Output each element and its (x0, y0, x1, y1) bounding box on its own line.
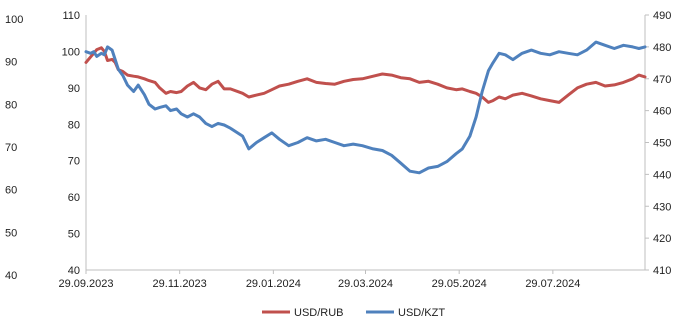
tick-labels: 110 100 90 80 70 60 50 40 100 90 80 70 60 50 40 490 480 4… (5, 10, 671, 290)
left-outer-tick-label: 90 (5, 57, 17, 69)
right-tick-label: 490 (653, 10, 671, 22)
right-tick-label: 480 (653, 42, 671, 54)
right-tick-label: 420 (653, 233, 671, 245)
left-outer-tick-label: 70 (5, 142, 17, 154)
left-outer-tick-label: 50 (5, 227, 17, 239)
right-tick-label: 450 (653, 138, 671, 150)
right-tick-label: 430 (653, 201, 671, 213)
x-tick-label: 29.11.2023 (153, 278, 207, 290)
series-line-usd-rub (84, 46, 647, 104)
right-tick-label: 440 (653, 169, 671, 181)
left-inner-tick-label: 60 (68, 192, 80, 204)
legend-label: USD/RUB (294, 307, 344, 319)
legend-label: USD/KZT (398, 307, 445, 319)
x-tick-label: 29.01.2024 (246, 278, 301, 290)
left-inner-tick-label: 90 (68, 83, 80, 95)
left-inner-tick-label: 70 (68, 156, 80, 168)
right-tick-label: 460 (653, 106, 671, 118)
legend: USD/RUB USD/KZT (262, 307, 445, 319)
left-outer-tick-label: 80 (5, 99, 17, 111)
left-inner-tick-label: 80 (68, 119, 80, 131)
left-inner-tick-label: 50 (68, 229, 80, 241)
left-inner-tick-label: 100 (62, 46, 80, 58)
x-tick-label: 29.07.2024 (525, 278, 580, 290)
left-outer-tick-label: 100 (5, 14, 23, 26)
left-inner-tick-label: 110 (62, 10, 80, 22)
right-tick-label: 470 (653, 74, 671, 86)
x-tick-label: 29.05.2024 (432, 278, 487, 290)
right-tick-label: 410 (653, 265, 671, 277)
x-tick-label: 29.03.2024 (338, 278, 393, 290)
series-lines (84, 40, 647, 175)
axes (85, 14, 649, 274)
left-inner-tick-label: 40 (68, 265, 80, 277)
series-line-usd-kzt (84, 40, 647, 175)
x-tick-label: 29.09.2023 (58, 278, 113, 290)
left-outer-tick-label: 40 (5, 270, 17, 282)
left-outer-tick-label: 60 (5, 185, 17, 197)
